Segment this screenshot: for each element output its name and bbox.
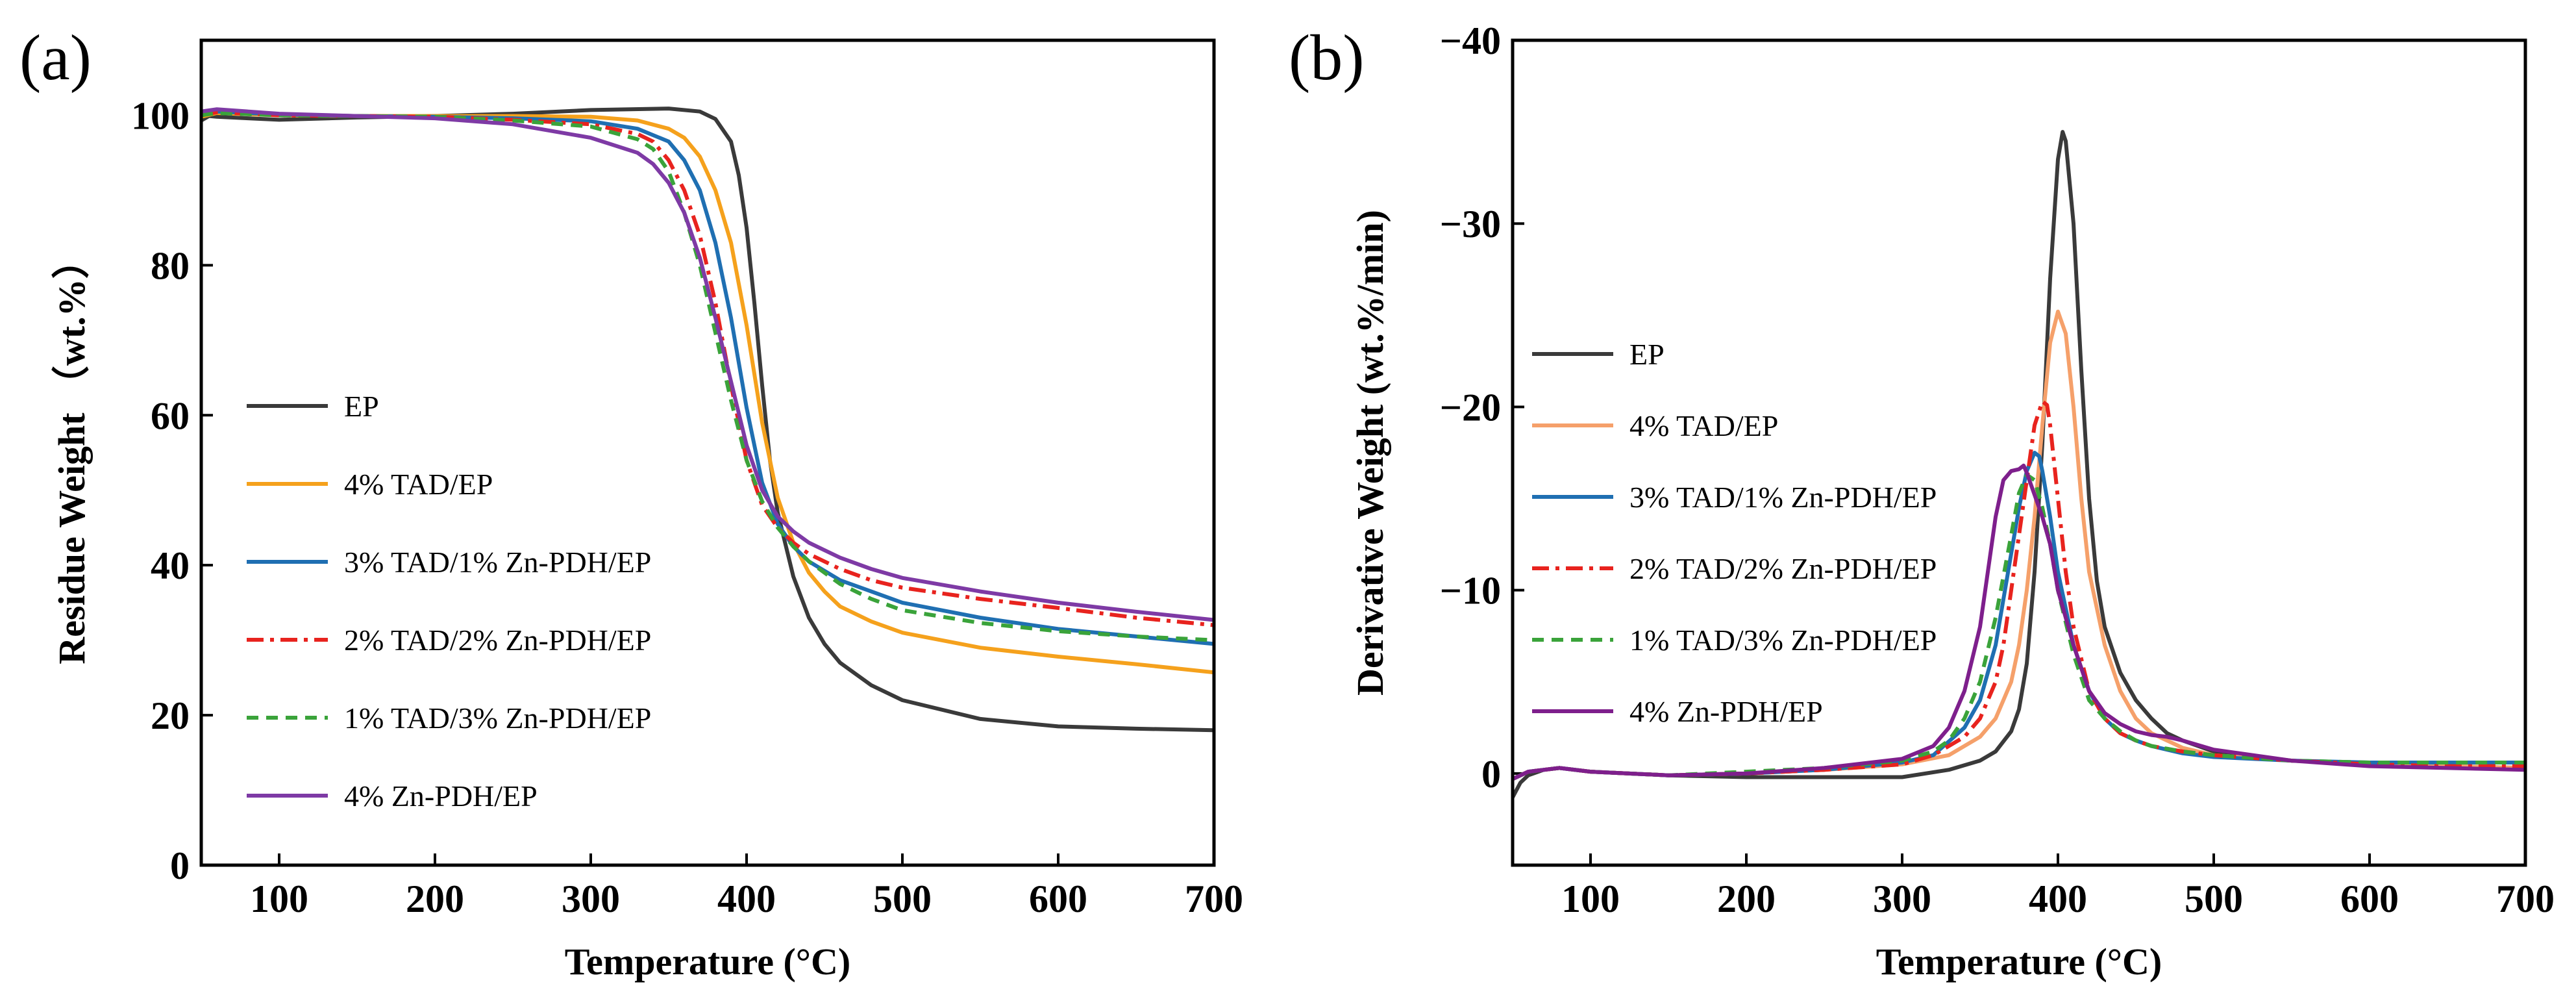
x-tick-label: 100: [250, 877, 308, 920]
y-tick-label: −40: [1440, 19, 1501, 62]
panel-a-y-axis-title: Residue Weight （wt.%）: [51, 241, 93, 664]
x-tick-label: 200: [1717, 877, 1776, 920]
legend-label: 4% Zn-PDH/EP: [344, 779, 538, 813]
y-tick-label: 100: [131, 94, 190, 137]
legend-label: 3% TAD/1% Zn-PDH/EP: [344, 546, 651, 579]
y-tick-label: 0: [170, 844, 190, 887]
x-tick-label: 600: [1029, 877, 1087, 920]
x-tick-label: 400: [717, 877, 776, 920]
x-tick-label: 500: [2185, 877, 2243, 920]
x-tick-label: 200: [406, 877, 464, 920]
y-tick-label: −30: [1440, 203, 1501, 246]
series-line-4: [1513, 472, 2525, 781]
panel-a-plot-frame: [199, 38, 1216, 867]
legend-label: 1% TAD/3% Zn-PDH/EP: [1629, 624, 1937, 657]
panel-b-plot-frame: [1511, 38, 2527, 867]
panel-b-axes: 100 200 300 400 500 600 700 0 −10 −20 −30 −40: [1440, 19, 2555, 920]
x-tick-label: 300: [1873, 877, 1931, 920]
x-tick-label: 700: [2496, 877, 2555, 920]
x-tick-label: 700: [1185, 877, 1243, 920]
legend-label: 2% TAD/2% Zn-PDH/EP: [344, 624, 651, 657]
legend-label: 1% TAD/3% Zn-PDH/EP: [344, 701, 651, 735]
y-tick-label: 0: [1481, 753, 1501, 796]
panel-a: (a) 100 200 300 400 500 600 700 0 20 40 60 80 100 Te…: [19, 21, 1243, 983]
panel-label-a: (a): [19, 21, 92, 94]
panel-b: (b) 100 200 300 400 500 600 700 0 −10 −20 −30 −40 T…: [1289, 19, 2555, 983]
x-tick-label: 400: [2029, 877, 2087, 920]
series-line-4: [201, 111, 1214, 642]
panel-a-legend: EP 4% TAD/EP 3% TAD/1% Zn-PDH/EP 2% TAD/2% …: [247, 390, 651, 813]
panel-a-series: [201, 107, 1214, 733]
series-line-5: [1513, 463, 2525, 781]
y-tick-label: −20: [1440, 386, 1501, 429]
panel-label-b: (b): [1289, 21, 1365, 94]
legend-label: 4% TAD/EP: [1629, 409, 1778, 442]
y-tick-label: −10: [1440, 570, 1501, 612]
x-tick-label: 300: [562, 877, 620, 920]
panel-b-legend: EP 4% TAD/EP 3% TAD/1% Zn-PDH/EP 2% TAD/2% …: [1532, 338, 1937, 728]
panel-b-x-axis-title: Temperature (°C): [1876, 940, 2162, 983]
legend-label: EP: [344, 390, 379, 423]
y-tick-label: 20: [151, 694, 190, 737]
x-tick-label: 500: [873, 877, 932, 920]
legend-label: 4% TAD/EP: [344, 468, 493, 501]
x-tick-label: 100: [1561, 877, 1620, 920]
panel-b-series: [1513, 130, 2525, 799]
legend-label: 4% Zn-PDH/EP: [1629, 695, 1823, 728]
legend-label: EP: [1629, 338, 1665, 371]
panel-a-x-axis-title: Temperature (°C): [565, 940, 850, 983]
series-line-3: [201, 110, 1214, 627]
y-tick-label: 80: [151, 244, 190, 287]
legend-label: 2% TAD/2% Zn-PDH/EP: [1629, 552, 1937, 585]
panel-b-y-axis-title: Derivative Weight (wt.%/min): [1349, 210, 1391, 696]
panel-a-axes: 100 200 300 400 500 600 700 0 20 40 60 80 100: [131, 94, 1243, 920]
series-line-0: [201, 107, 1214, 733]
x-tick-label: 600: [2340, 877, 2399, 920]
y-tick-label: 40: [151, 544, 190, 587]
series-line-5: [201, 107, 1214, 622]
legend-label: 3% TAD/1% Zn-PDH/EP: [1629, 481, 1937, 514]
y-tick-label: 60: [151, 394, 190, 437]
